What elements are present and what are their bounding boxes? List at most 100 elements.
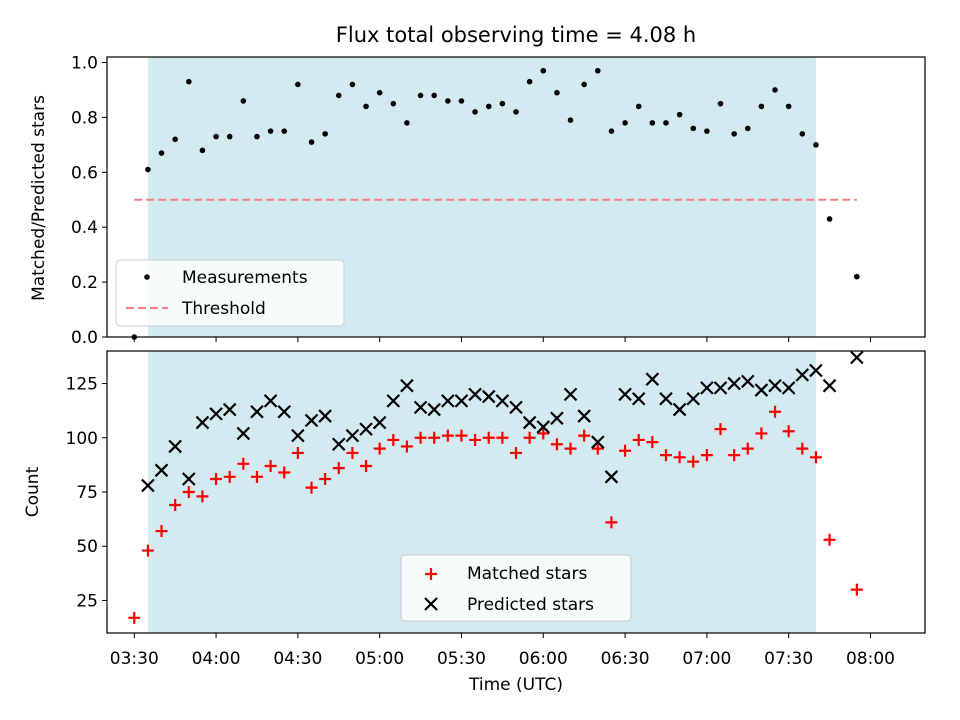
measurement-point	[267, 128, 274, 134]
x-tick-label: 07:30	[764, 649, 813, 669]
predicted-star-point	[413, 400, 428, 415]
predicted-star-point	[577, 409, 591, 423]
measurement-point	[526, 78, 533, 85]
matched-star-point	[469, 433, 482, 446]
matched-star-point	[387, 433, 400, 446]
predicted-star-point	[141, 478, 155, 493]
matched-star-point	[673, 451, 686, 464]
predicted-star-point	[563, 387, 578, 402]
measurement-point	[595, 67, 601, 74]
measurement-point	[417, 92, 424, 99]
matched-star-point	[169, 499, 182, 512]
matched-star-point	[278, 466, 291, 479]
matched-star-point	[578, 429, 591, 442]
bottom-y-tick-label: 125	[66, 375, 98, 395]
measurement-point	[854, 273, 860, 280]
matched-star-point	[823, 533, 836, 546]
measurement-point	[281, 128, 288, 134]
chart-title: Flux total observing time = 4.08 h	[336, 23, 696, 47]
measurement-point	[799, 131, 806, 137]
predicted-star-point	[263, 394, 278, 408]
measurement-point	[404, 120, 410, 126]
matched-star-point	[210, 472, 223, 485]
predicted-star-point	[154, 463, 169, 478]
measurement-point	[308, 139, 315, 145]
measurement-point	[499, 100, 506, 107]
matched-star-point	[196, 490, 209, 503]
x-tick-label: 06:30	[601, 649, 650, 669]
top-y-tick-label: 0.6	[71, 163, 98, 183]
matched-star-point	[537, 427, 550, 440]
measurement-point	[826, 216, 833, 222]
top-panel: 0.0 0.2 0.4 0.6 0.8 1.0 Matched/Predicted sta…	[29, 53, 926, 348]
predicted-star-point	[222, 402, 237, 417]
matched-star-point	[141, 544, 154, 557]
matched-star-point	[332, 462, 345, 475]
measurement-point	[649, 120, 656, 126]
matched-star-point	[360, 459, 373, 472]
matched-star-point	[223, 470, 236, 483]
measurement-point	[513, 109, 519, 115]
predicted-star-point	[850, 350, 864, 365]
predicted-star-point	[795, 368, 810, 382]
matched-star-point	[646, 436, 659, 449]
matched-star-point	[605, 516, 618, 529]
matched-star-point	[400, 440, 413, 453]
x-axis-label: Time (UTC)	[468, 675, 563, 695]
predicted-star-point	[236, 426, 251, 441]
bottom-y-tick-label: 100	[66, 429, 98, 449]
predicted-star-point	[345, 428, 360, 443]
bottom-y-tick-label: 50	[76, 537, 98, 557]
predicted-star-point	[754, 383, 769, 397]
bottom-panel: 25 50 75 100 125 03:30 04:00 04:30 05:00 05:30 06…	[23, 350, 926, 695]
measurement-points	[131, 67, 860, 340]
x-tick-label: 04:00	[192, 649, 241, 669]
bottom-legend: Matched stars Predicted stars	[400, 554, 632, 622]
matched-star-point	[250, 470, 263, 483]
predicted-star-point	[768, 378, 782, 393]
bottom-y-axis-label: Count	[23, 466, 43, 517]
predicted-star-point	[454, 394, 469, 408]
x-tick-label: 04:30	[273, 649, 322, 669]
predicted-star-point	[495, 394, 510, 408]
predicted-star-point	[427, 402, 441, 417]
top-y-tick-label: 0.0	[71, 328, 98, 348]
top-y-axis-ticks: 0.0 0.2 0.4 0.6 0.8 1.0	[71, 53, 107, 348]
bottom-x-axis-ticks: 03:30 04:00 04:30 05:00 05:30 06:00 06:30 07:00…	[110, 633, 895, 669]
matched-stars-points	[128, 405, 863, 624]
x-tick-label: 07:00	[682, 649, 731, 669]
matched-star-point	[523, 431, 536, 444]
predicted-star-point	[468, 387, 482, 402]
measurement-point	[731, 131, 737, 137]
top-y-tick-label: 0.2	[71, 273, 98, 293]
measurement-point	[472, 109, 478, 115]
matched-star-point	[496, 431, 509, 444]
x-tick-label: 06:00	[519, 649, 568, 669]
predicted-star-point	[372, 415, 387, 430]
measurement-point	[445, 98, 451, 104]
measurement-point	[717, 100, 724, 107]
matched-star-point	[319, 472, 332, 485]
matched-star-point	[441, 429, 454, 442]
measurement-point	[540, 67, 547, 74]
bottom-y-tick-label: 25	[76, 591, 98, 611]
predicted-star-point	[168, 439, 182, 454]
legend-matched-label: Matched stars	[467, 564, 587, 584]
predicted-star-point	[481, 389, 496, 404]
predicted-star-point	[318, 409, 332, 423]
predicted-star-point	[591, 435, 605, 449]
legend-measurements-marker	[144, 274, 150, 280]
predicted-star-point	[672, 402, 687, 417]
measurement-point	[186, 78, 192, 85]
measurement-point	[240, 98, 247, 104]
matched-star-point	[659, 449, 672, 462]
predicted-star-point	[291, 428, 305, 443]
matched-star-point	[455, 429, 468, 442]
matched-star-point	[700, 449, 713, 462]
matched-star-point	[346, 446, 359, 459]
legend-threshold-label: Threshold	[181, 299, 266, 319]
matched-star-point	[809, 451, 822, 464]
matched-star-point	[769, 405, 782, 418]
measurement-point	[254, 133, 260, 140]
predicted-star-point	[209, 407, 223, 421]
